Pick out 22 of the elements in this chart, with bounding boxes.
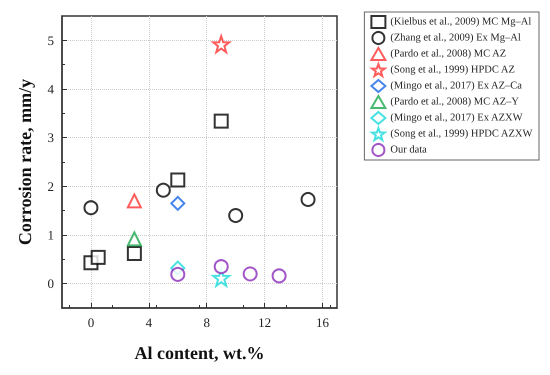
y-tick-label: 4 [48,82,54,96]
legend-label: (Pardo et al., 2008) MC AZ [390,48,506,60]
legend-label: (Zhang et al., 2009) Ex Mg–Al [390,32,521,44]
x-tick-label: 0 [88,315,94,330]
legend-label: (Mingo et al., 2017) Ex AZ–Ca [390,80,522,92]
x-axis-title: Al content, wt.% [134,343,264,363]
y-tick-label: 5 [48,32,54,48]
y-tick-label: 3 [48,130,54,146]
x-tick-label: 4 [146,315,153,330]
legend-label: (Song et al., 1999) HPDC AZ [390,64,515,76]
y-tick-label: 1 [48,228,54,242]
legend-label: (Pardo et al., 2008) MC AZ–Y [390,96,520,108]
x-tick-label: 12 [258,315,272,330]
x-tick-label: 16 [316,315,330,330]
legend-label: (Kielbus et al., 2009) MC Mg–Al [390,16,532,28]
y-axis-title: Corrosion rate, mm/y [15,78,35,246]
legend-label: (Mingo et al., 2017) Ex AZXW [390,112,523,124]
legend-label: Our data [390,144,428,156]
y-tick-label: 0 [48,276,54,292]
y-tick-label: 2 [48,178,54,194]
legend-label: (Song et al., 1999) HPDC AZXW [390,128,533,140]
x-tick-label: 8 [203,315,210,330]
